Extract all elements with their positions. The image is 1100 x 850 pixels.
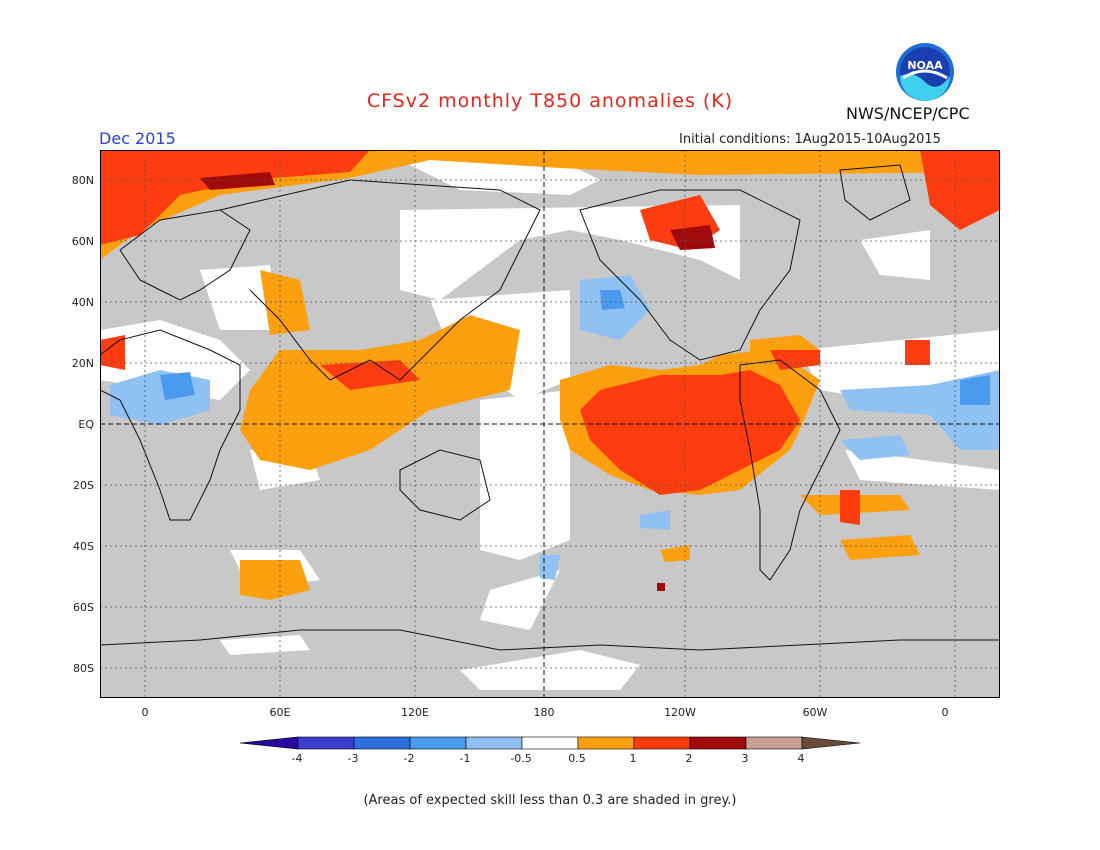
lon-label: 60W: [802, 706, 828, 719]
anomaly-map: [100, 150, 1000, 698]
colorbar-segment: [801, 736, 860, 750]
colorbar-label: -0.5: [510, 752, 532, 765]
colorbar-label: -1: [459, 752, 471, 765]
forecast-month: Dec 2015: [99, 129, 176, 148]
graticule: [100, 150, 1000, 698]
lon-label: 60E: [269, 706, 291, 719]
lon-label: 0: [941, 706, 949, 719]
lat-label: 40N: [71, 296, 94, 309]
lat-label: EQ: [78, 418, 94, 431]
map-border: [100, 150, 1000, 698]
colorbar-label: 0.5: [568, 752, 586, 765]
lat-label: 80S: [73, 662, 94, 675]
blue-anomaly-areas: [160, 290, 990, 405]
lon-label: 0: [141, 706, 149, 719]
colorbar-segment: [297, 736, 355, 750]
noaa-logo-icon: NOAA: [896, 43, 954, 101]
colorbar-segment: [689, 736, 747, 750]
logo-text: NOAA: [907, 59, 943, 72]
agency-label: NWS/NCEP/CPC: [846, 104, 970, 123]
lat-label: 20S: [73, 479, 94, 492]
colorbar-segment: [521, 736, 579, 750]
footnote: (Areas of expected skill less than 0.3 a…: [363, 793, 737, 808]
colorbar-label: 1: [629, 752, 637, 765]
red-anomaly-areas: [100, 150, 1000, 525]
lon-label: 120W: [664, 706, 696, 719]
colorbar-label: 3: [741, 752, 749, 765]
colorbar-label: 4: [797, 752, 805, 765]
lon-label: 180: [533, 706, 555, 719]
color-bar: [240, 736, 860, 750]
darkred-anomaly-areas: [200, 172, 715, 591]
initial-conditions: Initial conditions: 1Aug2015-10Aug2015: [679, 132, 941, 147]
colorbar-label: -2: [403, 752, 415, 765]
colorbar-label: -4: [291, 752, 303, 765]
colorbar-segment: [409, 736, 467, 750]
lat-label: 80N: [71, 174, 94, 187]
lat-label: 60S: [73, 601, 94, 614]
colorbar-segment: [633, 736, 691, 750]
lat-label: 40S: [73, 540, 94, 553]
map-title: CFSv2 monthly T850 anomalies (K): [366, 90, 734, 112]
lat-label: 60N: [71, 235, 94, 248]
reference-lines: [100, 150, 1000, 698]
colorbar-label: 2: [685, 752, 693, 765]
colorbar-segment: [353, 736, 411, 750]
coastlines: [100, 164, 1000, 651]
colorbar-segment: [745, 736, 803, 750]
colorbar-segment: [240, 736, 299, 750]
colorbar-segment: [577, 736, 635, 750]
colorbar-label: -3: [347, 752, 359, 765]
lon-label: 120E: [401, 706, 429, 719]
lat-label: 20N: [71, 357, 94, 370]
colorbar-segment: [465, 736, 523, 750]
